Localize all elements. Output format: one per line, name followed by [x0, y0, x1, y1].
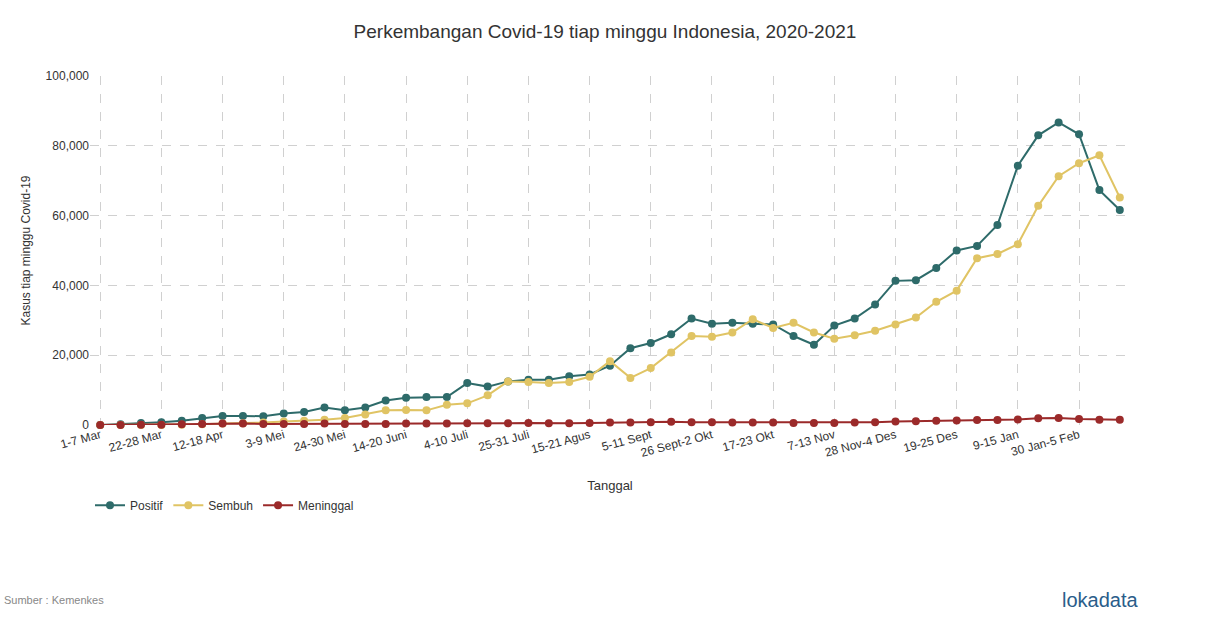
svg-text:Perkembangan Covid-19 tiap min: Perkembangan Covid-19 tiap minggu Indone… [354, 21, 857, 42]
svg-text:14-20 Juni: 14-20 Juni [351, 427, 409, 455]
svg-text:Tanggal: Tanggal [587, 478, 633, 493]
svg-text:Kasus tiap minggu Covid-19: Kasus tiap minggu Covid-19 [19, 175, 33, 325]
svg-text:24-30 Mei: 24-30 Mei [292, 427, 347, 454]
svg-text:7-13 Nov: 7-13 Nov [786, 427, 837, 453]
svg-text:80,000: 80,000 [52, 139, 89, 153]
svg-text:28 Nov-4 Des: 28 Nov-4 Des [823, 427, 897, 460]
svg-text:3-9 Mei: 3-9 Mei [244, 427, 286, 451]
svg-text:40,000: 40,000 [52, 279, 89, 293]
svg-text:100,000: 100,000 [46, 69, 90, 83]
svg-text:60,000: 60,000 [52, 209, 89, 223]
svg-text:15-21 Agus: 15-21 Agus [530, 427, 592, 456]
svg-text:1-7 Mar: 1-7 Mar [59, 427, 103, 451]
svg-text:9-15 Jan: 9-15 Jan [971, 427, 1020, 453]
svg-text:5-11 Sept: 5-11 Sept [600, 427, 654, 454]
svg-text:26 Sept-2 Okt: 26 Sept-2 Okt [639, 427, 715, 460]
svg-text:30 Jan-5 Feb: 30 Jan-5 Feb [1009, 427, 1081, 459]
svg-text:20,000: 20,000 [52, 348, 89, 362]
svg-text:19-25 Des: 19-25 Des [902, 427, 959, 455]
svg-text:22-28 Mar: 22-28 Mar [107, 427, 163, 455]
svg-text:12-18 Apr: 12-18 Apr [171, 427, 225, 454]
svg-text:Positif: Positif [130, 499, 163, 513]
svg-text:Sembuh: Sembuh [208, 499, 253, 513]
svg-text:4-10 Juli: 4-10 Juli [422, 427, 469, 452]
svg-text:Sumber : Kemenkes: Sumber : Kemenkes [4, 594, 104, 606]
svg-text:25-31 Juli: 25-31 Juli [477, 427, 531, 454]
svg-text:Meninggal: Meninggal [298, 499, 353, 513]
svg-text:lokadata: lokadata [1062, 589, 1138, 611]
svg-text:17-23 Okt: 17-23 Okt [721, 427, 776, 454]
svg-text:0: 0 [82, 418, 89, 432]
